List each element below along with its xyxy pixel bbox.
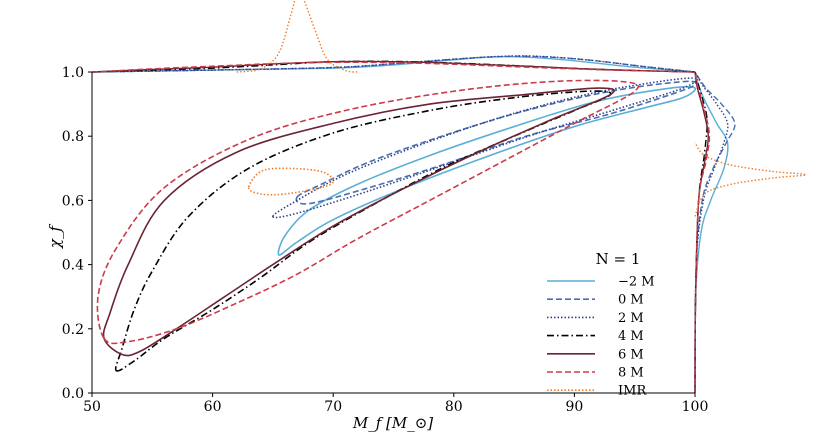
series-6-m-top-marginal bbox=[91, 60, 696, 73]
series-0-m-top-marginal bbox=[91, 55, 696, 73]
series-2-m-contour bbox=[272, 77, 698, 219]
y-tick-label: 1.0 bbox=[62, 65, 84, 81]
y-tick-label: 0.0 bbox=[62, 386, 84, 402]
series-imr-contour bbox=[247, 167, 334, 196]
series-0-m-contour bbox=[295, 80, 697, 205]
legend-label: 2 M bbox=[618, 311, 644, 326]
x-tick-label: 70 bbox=[324, 399, 342, 415]
x-tick-label: 60 bbox=[204, 399, 222, 415]
y-axis-label: χ_f bbox=[46, 223, 64, 249]
legend-label: 4 M bbox=[618, 329, 644, 344]
legend-label: 8 M bbox=[618, 366, 644, 381]
plot-area bbox=[91, 0, 807, 394]
x-tick-label: 90 bbox=[565, 399, 583, 415]
legend-label: −2 M bbox=[618, 275, 655, 290]
series-4-m-right-marginal bbox=[694, 71, 708, 394]
series-2-m-right-marginal bbox=[694, 71, 729, 394]
legend-label: 6 M bbox=[618, 347, 644, 362]
series-2-m-right-marginal bbox=[694, 71, 729, 394]
y-tick-label: 0.2 bbox=[62, 322, 84, 338]
series-6-m-right-marginal bbox=[694, 71, 709, 394]
x-axis-label: M_f [M_⊙] bbox=[352, 414, 433, 432]
series-8-m-top-marginal bbox=[91, 61, 696, 73]
legend-title: N = 1 bbox=[596, 250, 641, 268]
y-tick-label: 0.8 bbox=[62, 129, 84, 145]
series-2-m-contour bbox=[277, 85, 697, 256]
x-tick-label: 50 bbox=[83, 399, 101, 415]
y-tick-label: 0.4 bbox=[62, 258, 84, 274]
series-imr-right-marginal bbox=[694, 142, 807, 217]
legend: N = 1 −2 M 0 M 2 M 4 M 6 M 8 M IMR bbox=[547, 250, 655, 399]
legend-entries: −2 M 0 M 2 M 4 M 6 M 8 M IMR bbox=[547, 275, 655, 399]
x-tick-label: 100 bbox=[682, 399, 709, 415]
series-6-m-contour bbox=[102, 87, 615, 357]
series-8-m-right-marginal bbox=[694, 71, 711, 394]
y-tick-label: 0.6 bbox=[62, 193, 84, 209]
legend-label: IMR bbox=[618, 384, 647, 399]
x-tick-label: 80 bbox=[445, 399, 463, 415]
series-imr-top-marginal bbox=[236, 0, 358, 73]
legend-label: 0 M bbox=[618, 293, 644, 308]
axes: 50 60 70 80 90 100 0.0 0.2 0.4 0.6 0.8 1.0 bbox=[62, 65, 709, 415]
series-8-m-contour bbox=[96, 79, 639, 345]
series-2-m-top-marginal bbox=[91, 55, 696, 73]
